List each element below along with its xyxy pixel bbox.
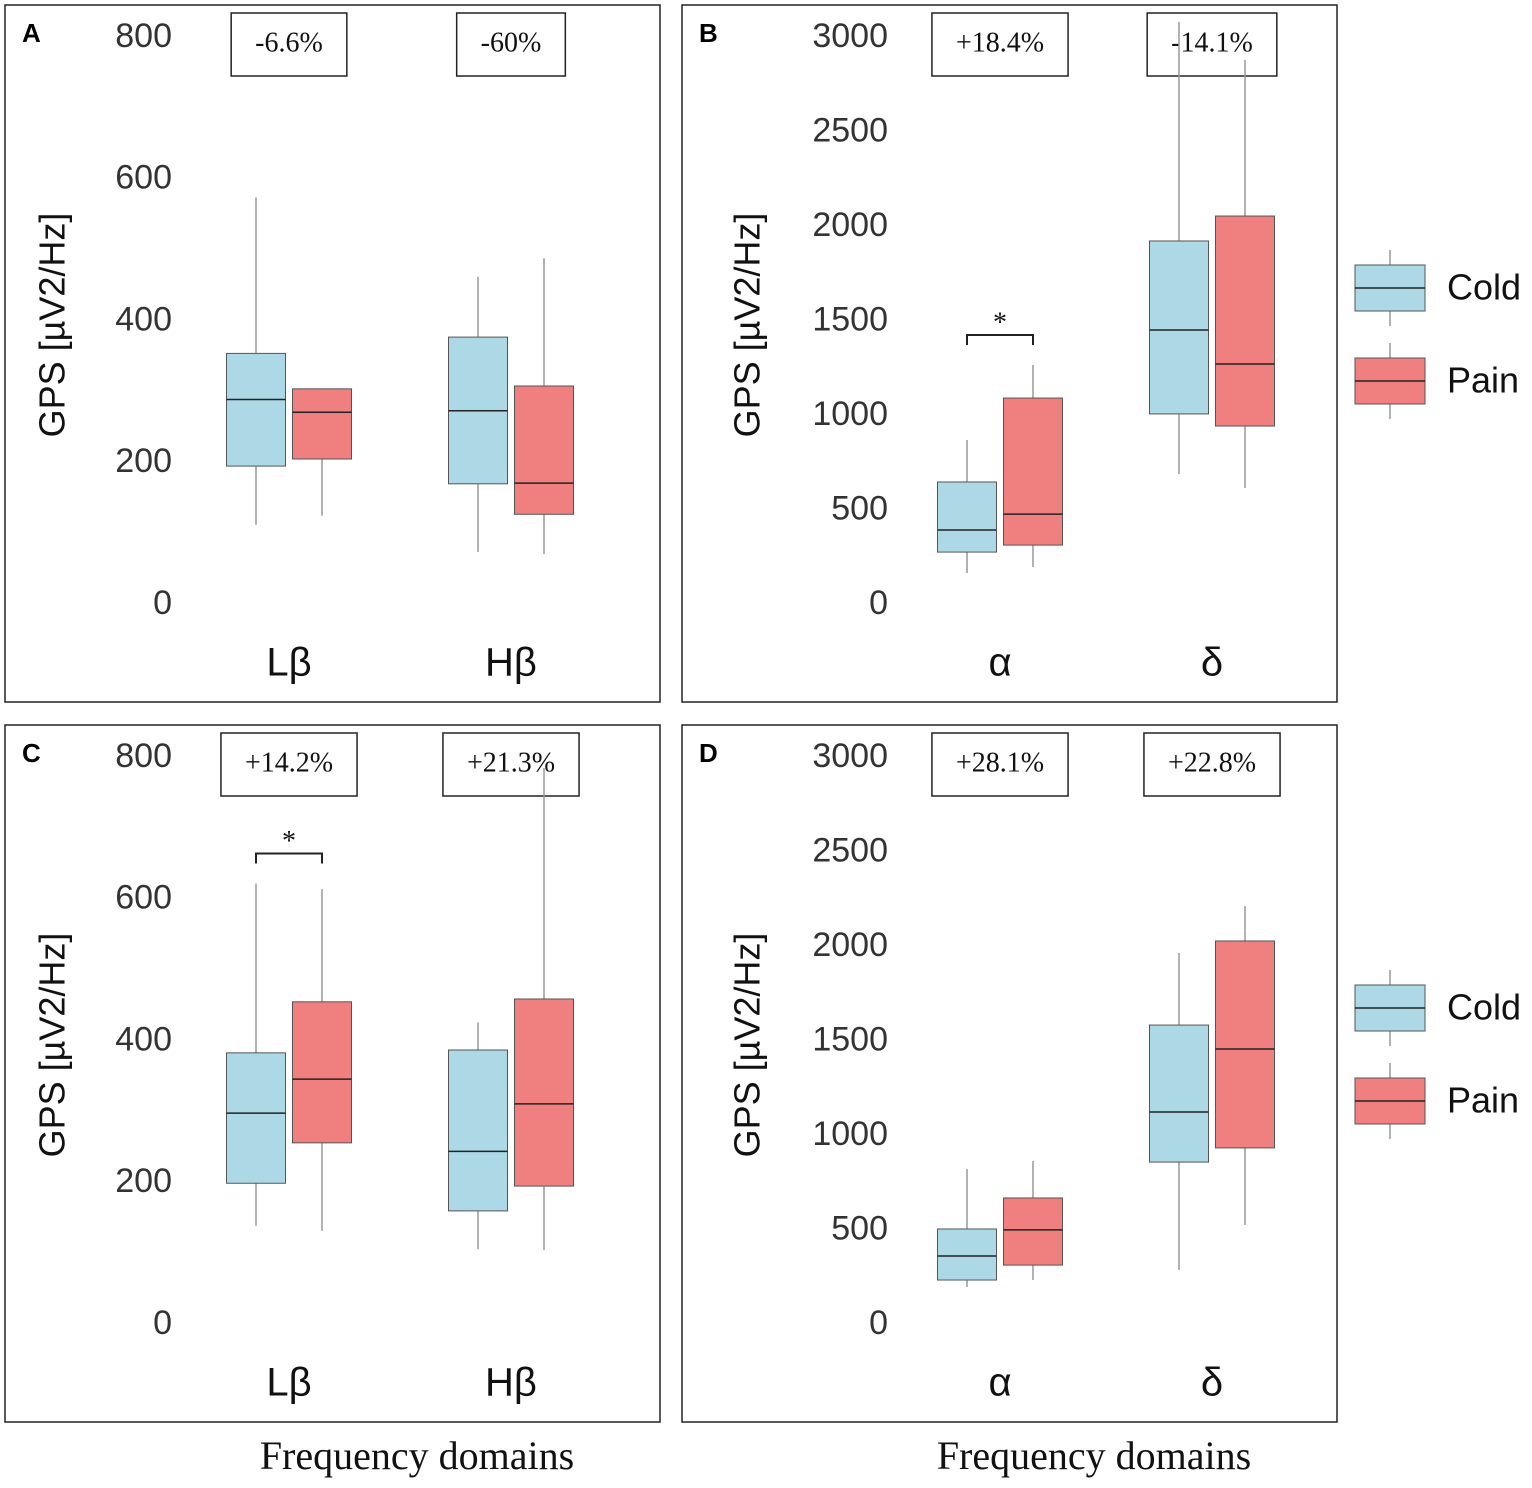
legend-label: Cold: [1447, 267, 1521, 308]
y-tick-label: 200: [115, 442, 172, 480]
x-axis-label: Frequency domains: [260, 1433, 574, 1478]
panel-letter: B: [699, 18, 718, 48]
box: [514, 998, 574, 1187]
y-tick-label: 0: [869, 1304, 888, 1342]
y-tick-label: 2000: [812, 206, 888, 244]
y-tick-label: 600: [115, 879, 172, 917]
legend-label: Pain: [1447, 360, 1519, 401]
x-tick-label: Lβ: [266, 641, 311, 685]
y-axis-label: GPS [µV2/Hz]: [32, 213, 73, 438]
annotation: -14.1%: [1171, 27, 1253, 58]
panel-letter: D: [699, 738, 718, 768]
significance-label: *: [282, 826, 296, 857]
y-tick-label: 2500: [812, 111, 888, 149]
panel-frame: [4, 724, 661, 1423]
annotation-box: [220, 732, 358, 797]
x-tick-label: δ: [1201, 641, 1223, 685]
y-tick-label: 3000: [812, 737, 888, 775]
y-tick-label: 1500: [812, 300, 888, 338]
box: [1149, 240, 1209, 415]
panel: C 0 200 400 600 800 GPS [µV2/Hz] Frequency doma…: [4, 724, 661, 1478]
annotation: +14.2%: [245, 747, 333, 778]
annotation: +22.8%: [1168, 747, 1256, 778]
y-tick-label: 400: [115, 1020, 172, 1058]
y-tick-label: 2000: [812, 926, 888, 964]
panel: D 0 500 1000 1500 2000 2500 3000 GPS [µV2/Hz] Fre…: [681, 724, 1521, 1478]
box: [1003, 1197, 1063, 1266]
y-tick-label: 400: [115, 300, 172, 338]
box: [448, 1049, 508, 1212]
box: [292, 388, 352, 460]
x-tick-label: δ: [1201, 1361, 1223, 1405]
y-tick-label: 800: [115, 17, 172, 55]
legend-label: Cold: [1447, 987, 1521, 1028]
y-tick-label: 500: [831, 1209, 888, 1247]
y-tick-label: 0: [153, 1304, 172, 1342]
y-tick-label: 0: [153, 584, 172, 622]
box: [226, 1052, 286, 1184]
x-axis-label: Frequency domains: [937, 1433, 1251, 1478]
box: [292, 1001, 352, 1144]
y-tick-label: 500: [831, 489, 888, 527]
panel-frame: [681, 4, 1338, 703]
y-tick-label: 1500: [812, 1020, 888, 1058]
y-tick-label: 2500: [812, 831, 888, 869]
annotation: -60%: [481, 27, 542, 58]
significance-bracket: [255, 852, 323, 864]
x-tick-label: α: [988, 641, 1011, 685]
y-tick-label: 600: [115, 159, 172, 197]
box: [1003, 397, 1063, 546]
panel-letter: C: [22, 738, 41, 768]
box: [226, 352, 286, 467]
y-tick-label: 0: [869, 584, 888, 622]
y-axis-label: GPS [µV2/Hz]: [727, 933, 768, 1158]
x-tick-label: Hβ: [485, 1361, 537, 1405]
y-tick-label: 3000: [812, 17, 888, 55]
legend-label: Pain: [1447, 1080, 1519, 1121]
box: [937, 481, 997, 553]
panel: A 0 200 400 600 800 GPS [µV2/Hz] Lβ -6.6% Hβ -60%: [4, 4, 661, 703]
box: [937, 1228, 997, 1281]
box: [1215, 215, 1275, 427]
y-axis-label: GPS [µV2/Hz]: [32, 933, 73, 1158]
box: [1149, 1024, 1209, 1163]
annotation-box: [455, 12, 567, 77]
annotation: +28.1%: [956, 747, 1044, 778]
y-axis-label: GPS [µV2/Hz]: [727, 213, 768, 438]
panel-frame: [681, 724, 1338, 1423]
annotation-box: [442, 732, 580, 797]
significance-bracket: [966, 333, 1034, 345]
x-tick-label: Hβ: [485, 641, 537, 685]
annotation-box: [1146, 12, 1278, 77]
annotation: +18.4%: [956, 27, 1044, 58]
y-tick-label: 1000: [812, 1115, 888, 1153]
x-tick-label: α: [988, 1361, 1011, 1405]
annotation-box: [230, 12, 348, 77]
y-tick-label: 1000: [812, 395, 888, 433]
annotation-box: [931, 12, 1069, 77]
annotation: +21.3%: [467, 747, 555, 778]
annotation: -6.6%: [255, 27, 323, 58]
panel-letter: A: [22, 18, 41, 48]
annotation-box: [1143, 732, 1281, 797]
panel: B 0 500 1000 1500 2000 2500 3000 GPS [µV2/Hz] α +1…: [681, 4, 1521, 703]
y-tick-label: 800: [115, 737, 172, 775]
significance-label: *: [993, 307, 1007, 338]
y-tick-label: 200: [115, 1162, 172, 1200]
x-tick-label: Lβ: [266, 1361, 311, 1405]
panel-frame: [4, 4, 661, 703]
box: [514, 385, 574, 515]
annotation-box: [931, 732, 1069, 797]
box: [1215, 940, 1275, 1149]
